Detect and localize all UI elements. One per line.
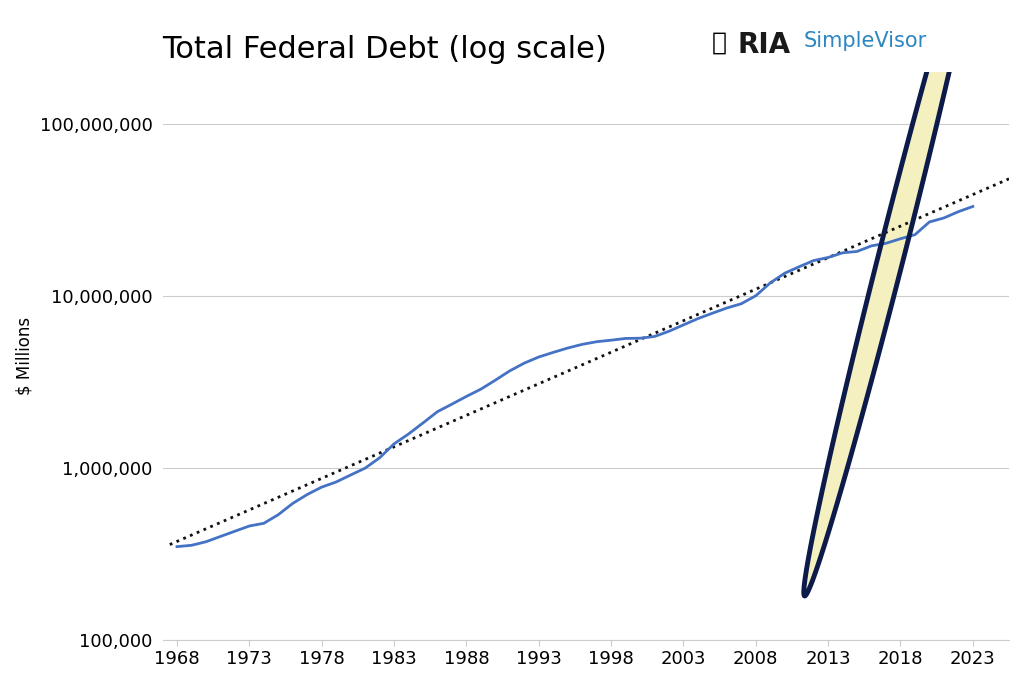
Text: RIA: RIA [737,31,791,59]
Y-axis label: $ Millions: $ Millions [15,317,33,395]
Polygon shape [804,0,983,596]
Text: 🦅: 🦅 [712,31,727,55]
Text: Total Federal Debt (log scale): Total Federal Debt (log scale) [163,36,607,64]
Text: SimpleVisor: SimpleVisor [804,31,927,51]
